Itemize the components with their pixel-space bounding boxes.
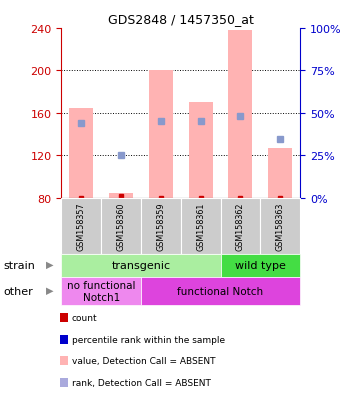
- Text: GSM158357: GSM158357: [77, 202, 86, 250]
- Text: functional Notch: functional Notch: [177, 287, 264, 297]
- Text: value, Detection Call = ABSENT: value, Detection Call = ABSENT: [72, 356, 215, 366]
- Text: count: count: [72, 313, 97, 323]
- Bar: [228, 31, 252, 198]
- Bar: [189, 103, 212, 198]
- Text: rank, Detection Call = ABSENT: rank, Detection Call = ABSENT: [72, 378, 210, 387]
- Text: GSM158363: GSM158363: [276, 202, 285, 250]
- Text: GSM158362: GSM158362: [236, 202, 245, 250]
- Text: GSM158360: GSM158360: [117, 202, 125, 250]
- Text: percentile rank within the sample: percentile rank within the sample: [72, 335, 225, 344]
- Title: GDS2848 / 1457350_at: GDS2848 / 1457350_at: [108, 13, 254, 26]
- Bar: [69, 108, 93, 198]
- Text: other: other: [3, 287, 33, 297]
- Text: transgenic: transgenic: [112, 261, 170, 271]
- Text: no functional
Notch1: no functional Notch1: [67, 281, 135, 302]
- Text: GSM158359: GSM158359: [156, 202, 165, 250]
- Text: wild type: wild type: [235, 261, 286, 271]
- Text: GSM158361: GSM158361: [196, 202, 205, 250]
- Bar: [268, 149, 292, 198]
- Bar: [149, 71, 173, 198]
- Text: strain: strain: [3, 261, 35, 271]
- Bar: [109, 194, 133, 198]
